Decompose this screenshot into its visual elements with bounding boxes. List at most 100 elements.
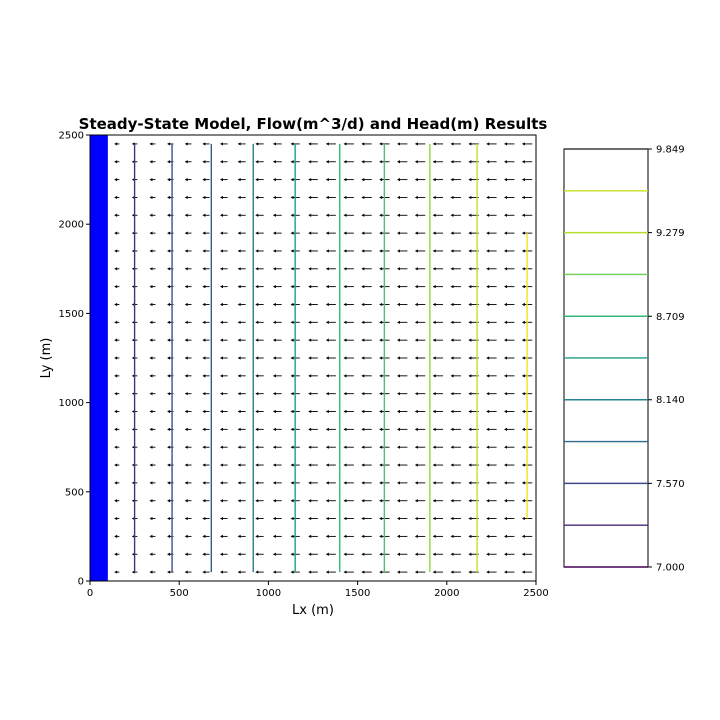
flow-arrow [361,392,372,396]
flow-arrow [343,499,354,503]
flow-arrow [255,534,264,538]
flow-arrow [220,374,228,378]
flow-arrow [202,570,210,574]
flow-arrow [361,463,372,467]
flow-arrow [361,213,372,217]
flow-arrow [361,445,372,449]
flow-arrow [114,231,120,235]
flow-arrow [432,231,444,235]
flow-arrow [272,570,282,574]
flow-arrow [325,356,336,360]
colorbar-tick-label: 8.709 [656,312,685,323]
flow-arrow [325,374,336,378]
flow-arrow [149,481,156,485]
flow-arrow [361,552,372,556]
flow-arrow [521,338,533,342]
y-tick-label: 2000 [59,220,84,231]
flow-arrow [432,570,444,574]
flow-arrow [361,160,372,164]
flow-arrow [414,302,426,307]
flow-arrow [486,142,497,146]
flow-arrow [255,302,264,307]
flow-arrow [450,374,461,378]
flow-arrow [486,481,497,485]
flow-arrow [521,499,533,503]
flow-arrow [202,213,210,217]
flow-arrow [486,516,497,521]
flow-arrow [486,195,497,200]
flow-arrow [184,160,192,164]
flow-arrow [325,552,336,556]
flow-arrow [521,356,533,360]
flow-arrow [343,481,354,485]
flow-arrow [202,481,210,485]
flow-arrow [237,516,246,521]
flow-arrow [432,499,444,503]
flow-arrow [397,213,408,217]
flow-arrow [308,160,318,164]
flow-arrow [397,392,408,396]
flow-arrow [184,142,192,146]
colorbar: 9.849 9.279 8.709 8.140 7.570 7.000 [563,145,685,574]
flow-arrow [149,320,156,324]
flow-arrow [397,142,408,146]
flow-arrow [290,463,300,467]
flow-arrow [521,195,533,200]
flow-arrow [220,213,228,217]
flow-arrow [361,356,372,360]
flow-arrow [114,285,120,289]
y-tick-label: 1500 [59,309,84,320]
flow-arrow [255,195,264,200]
flow-arrow [343,267,354,271]
flow-arrow [255,320,264,324]
flow-arrow [184,320,192,324]
flow-arrow [202,534,210,538]
flow-arrow [521,445,533,449]
flow-arrow [432,302,444,307]
flow-arrow [432,338,444,342]
flow-arrow [325,392,336,396]
flow-arrow [255,356,264,360]
flow-arrow [414,534,426,538]
x-tick-label: 1000 [256,588,281,599]
flow-arrow [308,320,318,324]
flow-arrow [325,445,336,449]
flow-arrow [220,178,228,182]
y-tick-label: 1000 [59,398,84,409]
flow-arrow [414,356,426,360]
flow-arrow [255,516,264,521]
flow-arrow [521,552,533,556]
flow-arrow [237,338,246,342]
flow-arrow [114,338,120,342]
flow-arrow [397,356,408,360]
flow-arrow [255,409,264,414]
x-tick-label: 0 [87,588,93,599]
flow-arrow [504,231,515,235]
flow-arrow [237,356,246,360]
flow-arrow [290,445,300,449]
flow-arrow [432,285,444,289]
flow-arrow [414,409,426,414]
flow-arrow [114,392,120,396]
flow-arrow [397,195,408,200]
flow-arrow [521,516,533,521]
flow-arrow [414,249,426,253]
flow-arrow [521,249,533,253]
flow-arrow [414,338,426,342]
flow-arrow [343,516,354,521]
flow-arrow [486,160,497,164]
flow-arrow [414,320,426,324]
flow-arrow [486,463,497,467]
plot-area [89,134,537,582]
y-axis: 0 500 1000 1500 2000 2500 [59,131,90,588]
flow-arrow [308,142,318,146]
flow-arrow [414,160,426,164]
flow-arrow [114,516,120,521]
flow-arrow [149,552,156,556]
flow-arrow [255,213,264,217]
flow-arrow [432,178,444,182]
flow-arrow [521,392,533,396]
flow-arrow [237,302,246,307]
flow-arrow [220,445,228,449]
flow-arrow [272,142,282,146]
